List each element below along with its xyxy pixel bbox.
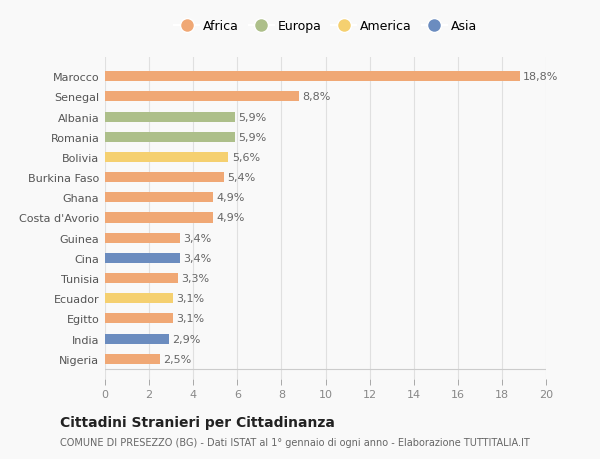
Text: 3,4%: 3,4%	[183, 233, 212, 243]
Bar	[105, 193, 213, 203]
Text: 5,6%: 5,6%	[232, 152, 260, 162]
Bar	[105, 173, 224, 183]
Text: Cittadini Stranieri per Cittadinanza: Cittadini Stranieri per Cittadinanza	[60, 415, 335, 429]
Text: 18,8%: 18,8%	[523, 72, 558, 82]
Text: 8,8%: 8,8%	[302, 92, 331, 102]
Text: 3,1%: 3,1%	[176, 294, 205, 303]
Text: 5,4%: 5,4%	[227, 173, 256, 183]
Bar	[105, 152, 229, 162]
Text: 3,4%: 3,4%	[183, 253, 212, 263]
Text: 4,9%: 4,9%	[217, 193, 245, 203]
Bar	[105, 334, 169, 344]
Bar	[105, 313, 173, 324]
Text: 5,9%: 5,9%	[238, 133, 266, 142]
Text: 2,5%: 2,5%	[163, 354, 191, 364]
Bar	[105, 92, 299, 102]
Bar	[105, 213, 213, 223]
Text: 5,9%: 5,9%	[238, 112, 266, 122]
Bar	[105, 274, 178, 284]
Text: 2,9%: 2,9%	[172, 334, 200, 344]
Bar	[105, 253, 180, 263]
Bar	[105, 354, 160, 364]
Text: COMUNE DI PRESEZZO (BG) - Dati ISTAT al 1° gennaio di ogni anno - Elaborazione T: COMUNE DI PRESEZZO (BG) - Dati ISTAT al …	[60, 437, 530, 447]
Text: 4,9%: 4,9%	[217, 213, 245, 223]
Bar	[105, 112, 235, 123]
Text: 3,1%: 3,1%	[176, 314, 205, 324]
Legend: Africa, Europa, America, Asia: Africa, Europa, America, Asia	[169, 16, 482, 39]
Bar	[105, 72, 520, 82]
Text: 3,3%: 3,3%	[181, 274, 209, 284]
Bar	[105, 233, 180, 243]
Bar	[105, 132, 235, 142]
Bar	[105, 294, 173, 304]
